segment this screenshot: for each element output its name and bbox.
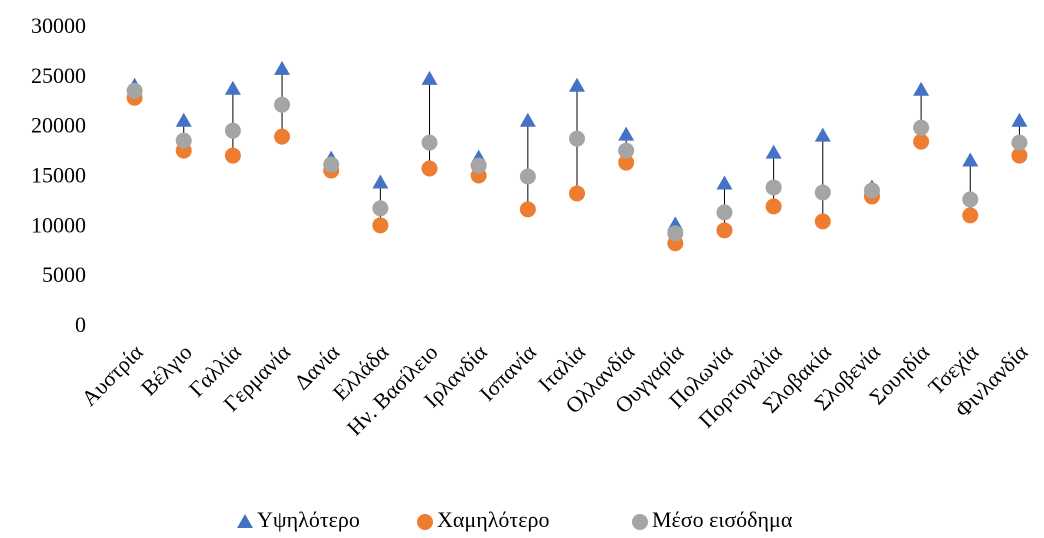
y-tick-label: 0: [75, 312, 86, 337]
point: [274, 96, 291, 113]
point: [618, 154, 635, 171]
point: [372, 174, 389, 189]
point: [323, 156, 340, 173]
y-tick-label: 15000: [31, 163, 86, 188]
y-tick-label: 20000: [31, 113, 86, 138]
point: [962, 191, 979, 208]
point: [519, 201, 536, 218]
point: [765, 144, 782, 159]
point: [814, 213, 831, 230]
point: [913, 133, 930, 150]
point: [421, 160, 438, 177]
point: [470, 157, 487, 174]
legend-label: Υψηλότερο: [257, 507, 360, 532]
point: [863, 182, 880, 199]
point: [716, 175, 733, 190]
point: [224, 122, 241, 139]
point: [765, 179, 782, 196]
point: [421, 134, 438, 151]
legend-marker: [237, 514, 253, 528]
legend-label: Χαμηλότερο: [437, 507, 549, 532]
point: [1011, 147, 1028, 164]
point: [126, 82, 143, 99]
legend-marker: [632, 514, 648, 530]
point: [372, 217, 389, 234]
legend-label: Μέσο εισόδημα: [652, 507, 793, 532]
point: [569, 130, 585, 147]
point: [274, 60, 291, 75]
x-tick-label: Ισπανία: [474, 339, 541, 406]
point: [224, 147, 241, 164]
point: [667, 225, 684, 242]
y-tick-label: 25000: [31, 63, 86, 88]
point: [519, 168, 536, 185]
point: [175, 112, 192, 127]
point: [175, 132, 192, 149]
point: [372, 200, 389, 217]
point: [618, 126, 635, 141]
point: [913, 119, 930, 136]
point: [274, 128, 291, 145]
point: [765, 198, 782, 215]
point: [814, 184, 831, 201]
point: [1011, 134, 1028, 151]
point: [569, 77, 585, 92]
point: [962, 152, 979, 167]
y-tick-label: 10000: [31, 212, 86, 237]
point: [913, 81, 930, 96]
y-tick-label: 5000: [42, 262, 86, 287]
point: [814, 127, 831, 142]
point: [716, 204, 733, 221]
y-tick-label: 30000: [31, 13, 86, 38]
point: [962, 207, 979, 224]
point: [569, 185, 585, 202]
point: [224, 80, 241, 95]
point: [618, 142, 635, 159]
x-tick-label: Βέλγιο: [136, 339, 197, 400]
point: [716, 222, 733, 239]
point: [421, 70, 438, 85]
legend-marker: [417, 514, 433, 530]
point: [1011, 112, 1028, 127]
x-tick-label: Αυστρία: [76, 339, 148, 411]
point: [519, 112, 536, 127]
